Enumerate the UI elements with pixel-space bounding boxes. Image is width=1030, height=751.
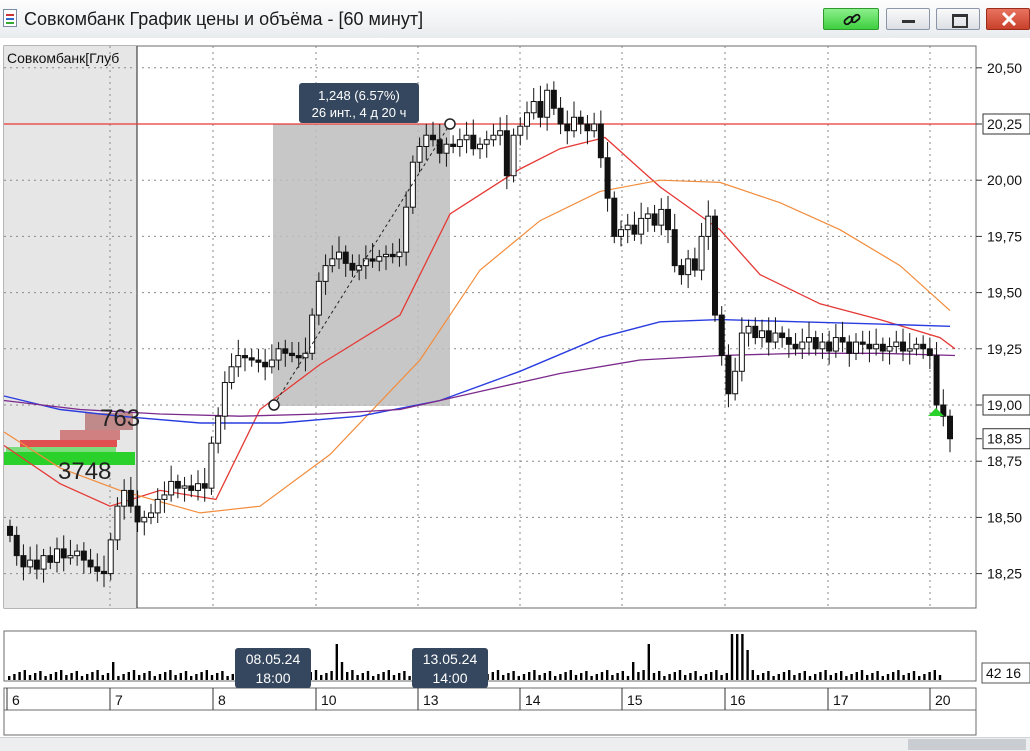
price-axis-label: 20,25 [987,116,1022,132]
volume-profile [4,413,135,465]
price-axis-label: 19,00 [987,397,1022,413]
date-axis-label: 17 [833,692,849,708]
price-volume-chart[interactable]: 1,248 (6.57%) 26 инт., 4 д 20 ч Совкомба… [0,38,1030,737]
date-tooltip: 08.05.24 18:00 [235,648,311,688]
signal-arrow-icon [928,408,944,416]
app-chart-icon [3,9,17,27]
svg-text:14:00: 14:00 [432,670,467,686]
candlesticks [7,81,953,588]
volume-axis-box [981,662,1030,684]
measure-tooltip: 1,248 (6.57%) 26 инт., 4 д 20 ч [299,83,419,123]
price-axis-label: 18,75 [987,453,1022,469]
date-axis-label: 14 [525,692,541,708]
date-axis-label: 7 [115,692,123,708]
svg-text:08.05.24: 08.05.24 [246,651,301,667]
window-titlebar: Совкомбанк График цены и объёма - [60 ми… [0,0,1030,39]
date-axis-label: 13 [423,692,439,708]
svg-text:1,248 (6.57%): 1,248 (6.57%) [318,88,400,103]
date-axis-label: 8 [218,692,226,708]
date-axis-label: 20 [935,692,951,708]
svg-text:18:00: 18:00 [255,670,290,686]
horizontal-scrollbar[interactable] [0,737,1030,751]
price-axis-label: 19,25 [987,341,1022,357]
scroll-thumb[interactable] [908,739,1026,750]
profile-volume-label: 3748 [58,458,111,485]
close-button[interactable] [986,8,1030,30]
price-axis[interactable]: 20,50 20,25 20,00 19,75 19,50 19,25 19,00 18,85… [976,60,1030,582]
maximize-button[interactable] [936,8,980,30]
date-axis-label: 10 [321,692,337,708]
price-axis-label: 20,00 [987,172,1022,188]
measure-start-handle[interactable] [268,399,280,411]
measure-end-handle[interactable] [444,118,456,130]
date-axis-lower-band [3,709,977,736]
measure-line [273,123,451,406]
date-axis-label: 6 [12,692,20,708]
date-axis[interactable] [3,687,977,711]
date-axis-label: 15 [627,692,643,708]
svg-text:26 инт., 4 д 20 ч: 26 инт., 4 д 20 ч [312,105,407,120]
minimize-button[interactable] [886,8,930,30]
chart-legend-label: Совкомбанк[Глуб [7,50,119,66]
price-axis-label: 18,25 [987,566,1022,582]
window-title: Совкомбанк График цены и объёма - [60 ми… [24,9,424,29]
date-tooltip: 13.05.24 14:00 [412,648,488,688]
volume-axis-label: 42 16 [986,665,1021,681]
date-axis-label: 16 [730,692,746,708]
price-axis-label: 18,50 [987,509,1022,525]
svg-text:13.05.24: 13.05.24 [423,651,478,667]
price-axis-label: 19,50 [987,285,1022,301]
link-icon [843,13,861,26]
price-panel[interactable] [3,45,977,609]
profile-poc-label: 763 [100,405,140,432]
price-axis-label: 20,50 [987,60,1022,76]
price-axis-label: 19,75 [987,228,1022,244]
price-axis-label: 18,85 [987,431,1022,447]
close-icon [1001,12,1017,26]
link-button[interactable] [823,8,879,30]
